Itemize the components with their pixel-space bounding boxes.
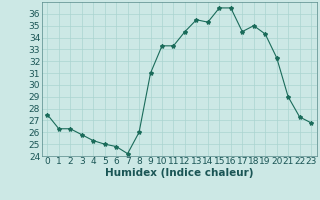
X-axis label: Humidex (Indice chaleur): Humidex (Indice chaleur)	[105, 168, 253, 178]
